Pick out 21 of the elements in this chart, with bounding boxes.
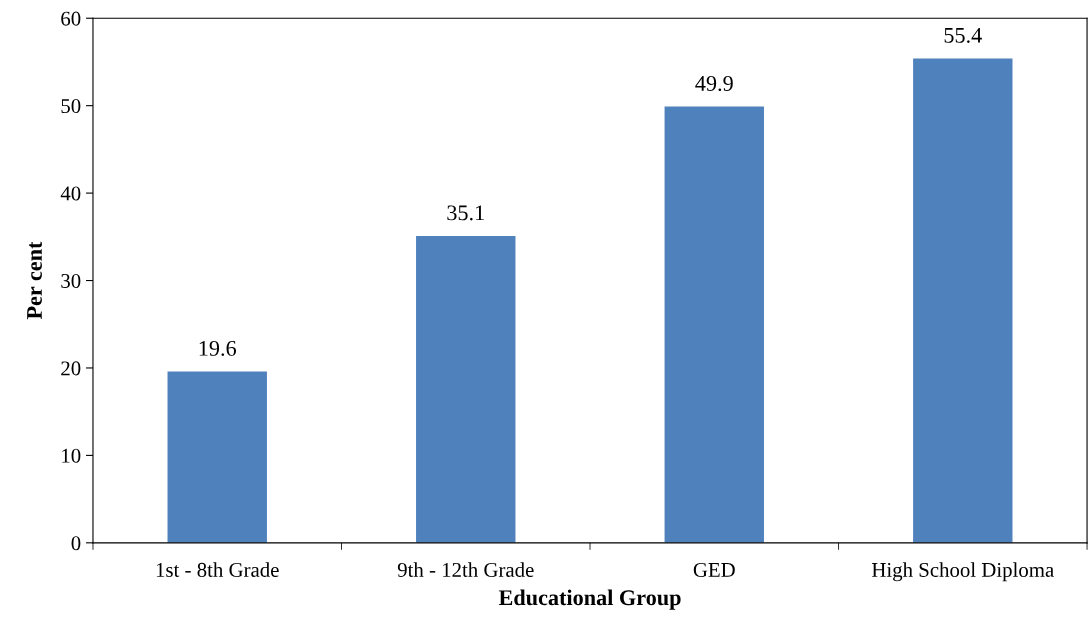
bar	[664, 106, 764, 543]
data-label: 49.9	[695, 75, 733, 92]
data-label: 19.6	[199, 340, 237, 356]
y-tick-label: 30	[61, 273, 81, 288]
x-tick-label: High School Diploma	[871, 562, 1054, 582]
y-tick-label: 40	[60, 186, 81, 201]
y-tick-label: 10	[62, 448, 81, 463]
x-axis-title: Educational Group	[498, 589, 681, 610]
y-tick-label: 20	[61, 361, 81, 376]
bar	[167, 371, 267, 543]
y-tick-label: 50	[61, 99, 81, 114]
x-tick-label: GED	[693, 562, 735, 577]
bar	[416, 235, 516, 543]
y-tick-label: 0	[71, 536, 81, 551]
y-axis-title: Per cent	[27, 241, 42, 320]
bar	[913, 58, 1013, 543]
data-label: 55.4	[944, 27, 982, 43]
x-tick-label: 9th - 12th Grade	[397, 562, 534, 577]
y-tick-label: 60	[61, 11, 81, 26]
data-label: 35.1	[447, 205, 484, 221]
x-tick-label: 1st - 8th Grade	[156, 562, 279, 577]
